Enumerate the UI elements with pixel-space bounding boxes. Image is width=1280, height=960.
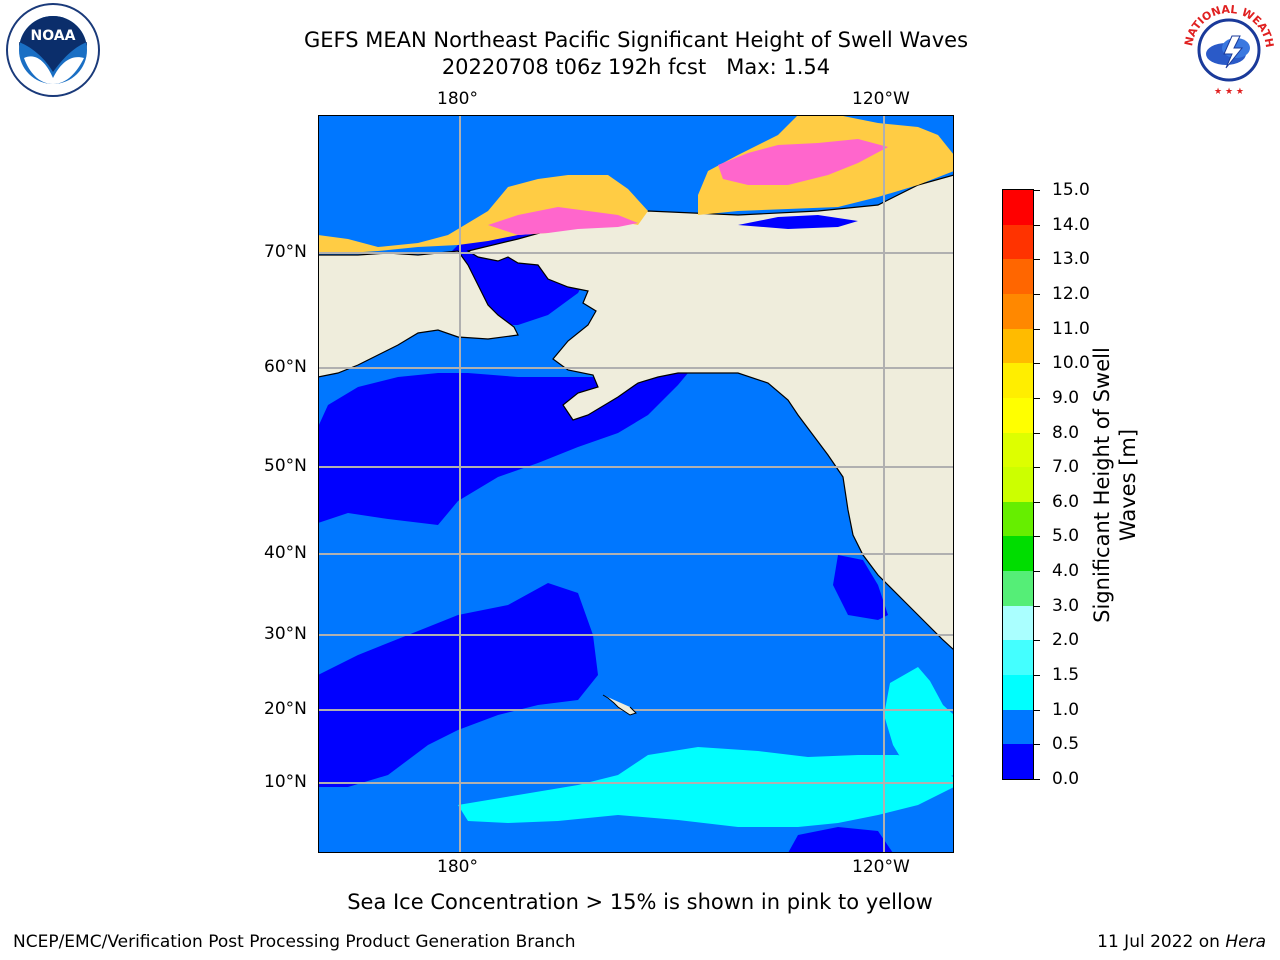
colorbar-tick-label: 13.0 xyxy=(1052,249,1090,270)
swell-height-map xyxy=(318,115,954,853)
high-swell-band-south xyxy=(458,747,954,827)
colorbar-bin xyxy=(1003,570,1033,606)
colorbar-tick-label: 5.0 xyxy=(1052,526,1080,547)
colorbar-bin xyxy=(1003,224,1033,260)
colorbar-tick-label: 7.0 xyxy=(1052,457,1080,478)
colorbar-tick xyxy=(1034,536,1040,538)
colorbar-tick-label: 0.5 xyxy=(1052,734,1080,755)
low-swell-region-south xyxy=(788,827,893,853)
colorbar-bin xyxy=(1003,466,1033,502)
colorbar-bin xyxy=(1003,293,1033,329)
colorbar xyxy=(1002,189,1034,780)
lat-label-60n: 60°N xyxy=(264,357,307,377)
colorbar-tick-label: 4.0 xyxy=(1052,561,1080,582)
colorbar-tick-label: 12.0 xyxy=(1052,283,1090,304)
colorbar-tick xyxy=(1034,363,1040,365)
colorbar-tick-label: 0.0 xyxy=(1052,769,1080,789)
sea-ice-chukchi xyxy=(318,175,648,253)
map-title: GEFS MEAN Northeast Pacific Significant … xyxy=(303,28,969,52)
colorbar-tick xyxy=(1034,675,1040,677)
low-swell-region-coast xyxy=(833,555,888,620)
sea-ice-beaufort-pink xyxy=(718,139,888,185)
colorbar-bin xyxy=(1003,743,1033,779)
colorbar-tick-label: 9.0 xyxy=(1052,387,1080,408)
colorbar-bin xyxy=(1003,709,1033,745)
colorbar-bin xyxy=(1003,362,1033,398)
colorbar-tick-label: 3.0 xyxy=(1052,595,1080,616)
colorbar-tick xyxy=(1034,224,1040,226)
svg-text:NOAA: NOAA xyxy=(31,28,76,44)
colorbar-tick xyxy=(1034,709,1040,711)
colorbar-label: Significant Height of Swell Waves [m] xyxy=(1090,347,1140,623)
sea-ice-chukchi-pink xyxy=(488,207,638,235)
colorbar-bin xyxy=(1003,397,1033,433)
colorbar-tick xyxy=(1034,744,1040,746)
lat-label-10n: 10°N xyxy=(264,772,307,792)
colorbar-tick xyxy=(1034,640,1040,642)
colorbar-bin xyxy=(1003,258,1033,294)
colorbar-bin xyxy=(1003,639,1033,676)
colorbar-tick xyxy=(1034,779,1040,780)
colorbar-tick-label: 11.0 xyxy=(1052,318,1090,339)
colorbar-tick xyxy=(1034,328,1040,330)
lon-label-top-180: 180° xyxy=(437,89,478,109)
colorbar-tick-label: 1.5 xyxy=(1052,665,1080,686)
host-name: Hera xyxy=(1225,932,1266,952)
colorbar-bin xyxy=(1003,674,1033,710)
lon-label-bottom-120w: 120°W xyxy=(852,857,910,877)
colorbar-tick-label: 10.0 xyxy=(1052,353,1090,374)
lat-label-50n: 50°N xyxy=(264,456,307,476)
colorbar-tick-label: 6.0 xyxy=(1052,491,1080,512)
lat-label-70n: 70°N xyxy=(264,242,307,262)
lat-label-40n: 40°N xyxy=(264,543,307,563)
noaa-logo-icon: NOAA xyxy=(2,2,104,98)
sea-ice-beaufort-blue xyxy=(738,215,858,229)
colorbar-bin xyxy=(1003,432,1033,468)
lon-label-bottom-180: 180° xyxy=(437,857,478,877)
sea-ice-note: Sea Ice Concentration > 15% is shown in … xyxy=(347,890,933,914)
colorbar-tick xyxy=(1034,571,1040,573)
svg-text:★ ★ ★: ★ ★ ★ xyxy=(1214,87,1244,97)
colorbar-tick xyxy=(1034,467,1040,469)
colorbar-tick xyxy=(1034,501,1040,503)
colorbar-tick xyxy=(1034,259,1040,261)
colorbar-bin xyxy=(1003,328,1033,364)
producer-credit: NCEP/EMC/Verification Post Processing Pr… xyxy=(13,932,576,952)
land-alaska-canada xyxy=(466,174,954,651)
lat-label-20n: 20°N xyxy=(264,699,307,719)
colorbar-tick xyxy=(1034,605,1040,607)
colorbar-bin xyxy=(1003,189,1033,225)
colorbar-tick-label: 14.0 xyxy=(1052,214,1090,235)
colorbar-tick xyxy=(1034,190,1040,191)
colorbar-tick-label: 2.0 xyxy=(1052,630,1080,651)
generation-date: 11 Jul 2022 on Hera xyxy=(1097,932,1266,952)
national-weather-service-logo-icon: NATIONAL WEATHER SERVICE ★ ★ ★ xyxy=(1176,0,1278,98)
colorbar-tick-label: 8.0 xyxy=(1052,422,1080,443)
high-swell-band-east xyxy=(884,667,954,780)
lon-label-top-120w: 120°W xyxy=(852,89,910,109)
colorbar-tick xyxy=(1034,293,1040,295)
lat-label-30n: 30°N xyxy=(264,624,307,644)
colorbar-tick xyxy=(1034,432,1040,434)
colorbar-bin xyxy=(1003,501,1033,537)
colorbar-bin xyxy=(1003,605,1033,641)
map-subtitle: 20220708 t06z 192h fcst Max: 1.54 xyxy=(441,55,831,79)
colorbar-tick xyxy=(1034,397,1040,399)
colorbar-tick-label: 1.0 xyxy=(1052,699,1080,720)
hawaii-islands xyxy=(602,694,637,716)
graticule xyxy=(318,115,954,853)
colorbar-tick-label: 15.0 xyxy=(1052,180,1090,200)
colorbar-bin xyxy=(1003,535,1033,572)
